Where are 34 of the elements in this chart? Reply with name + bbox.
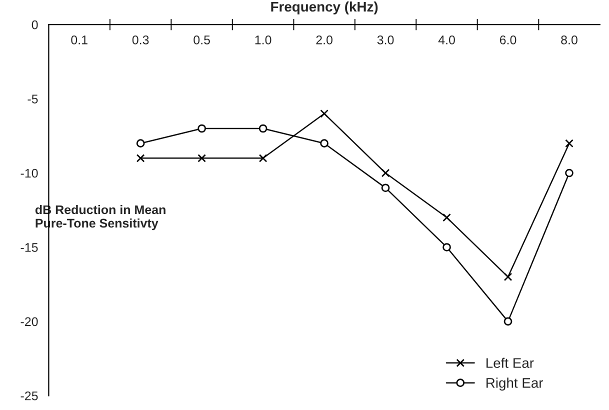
point [565,168,574,178]
x-tick-label: 1.0 [255,36,272,44]
legend-label: Left Ear [486,358,534,368]
x-tick-label: 4.0 [438,36,455,44]
x-tick-label: 0.5 [194,36,210,44]
point [442,213,451,222]
point [381,168,390,178]
point [504,272,512,282]
x-tick-label: 2.0 [316,36,332,44]
point [136,139,145,148]
x-tick-label: 3.0 [377,36,394,44]
y-tick-label: -25 [20,391,38,400]
y-tick-label: 0 [32,20,38,30]
point [442,243,451,252]
y-tick-label: -5 [28,94,38,104]
point [381,184,390,192]
point [258,124,268,133]
x-tick-label: 0.3 [132,36,149,44]
legend-label: Right Ear [486,378,544,391]
point [320,109,328,118]
point [504,317,512,326]
point [136,154,145,162]
x-tick-label: 0.1 [71,36,88,44]
point [320,139,328,148]
x-tick-label: 6.0 [500,36,516,44]
y-tick-label: -10 [20,168,38,178]
y-tick-label: -20 [20,317,38,326]
x-axis-title: Frequency (kHz) [271,1,378,14]
point [565,139,574,148]
y-tick-label: -15 [20,243,38,252]
point [198,124,206,133]
x-tick-label: 8.0 [561,36,578,44]
point [198,154,206,162]
point [258,154,268,162]
